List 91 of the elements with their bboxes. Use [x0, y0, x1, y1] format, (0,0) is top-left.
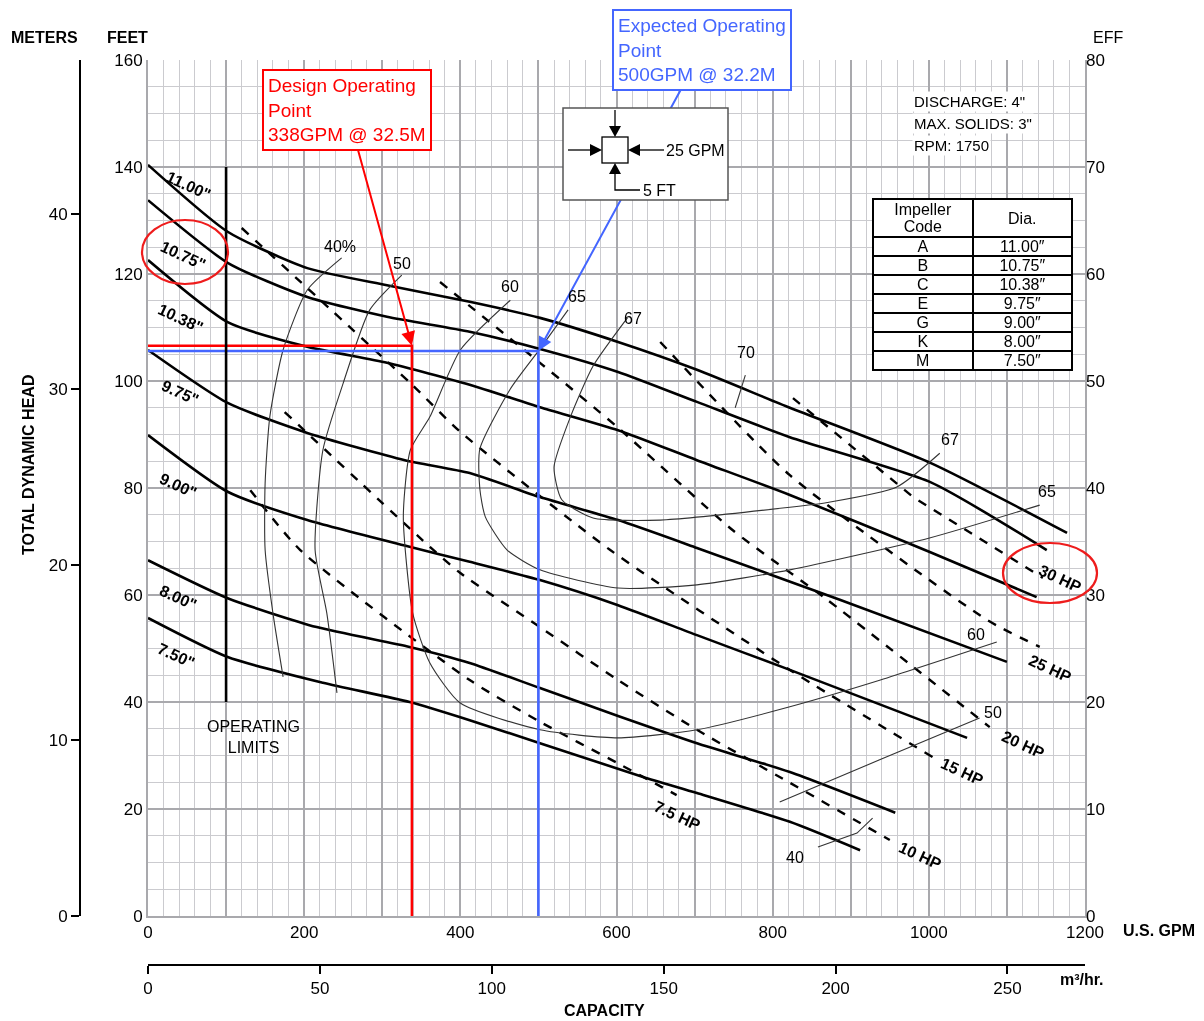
annotation: 10.38"	[155, 300, 206, 337]
y2-tick-label: 10	[1086, 799, 1105, 819]
y-axis-title: FEET	[107, 29, 149, 46]
annotation: 67	[941, 431, 959, 448]
annotation: 25 HP	[1026, 651, 1075, 686]
annotation: G	[873, 313, 973, 332]
annotation: 9.00"	[156, 469, 200, 502]
x-axis-title: U.S. GPM	[1123, 922, 1196, 939]
annotation: 40	[786, 849, 804, 866]
y-tick-label: 40	[123, 692, 143, 712]
annotation: 7.5 HP	[651, 797, 704, 834]
y2-axis-title: EFF	[1093, 29, 1124, 46]
y3-tick-label: 0	[58, 906, 68, 926]
y2-tick-label: 60	[1086, 264, 1105, 284]
y-tick-label: 80	[123, 478, 143, 498]
annotation: 10.38″	[972, 275, 1072, 294]
y2-tick-label: 0	[1086, 906, 1096, 926]
annotation: 11.00"	[163, 168, 214, 204]
line-series	[264, 257, 343, 678]
y2-tick-label: 20	[1086, 692, 1105, 712]
y3-tick-label: 10	[48, 731, 68, 751]
y-tick-label: 0	[133, 906, 143, 926]
annotation: 65	[568, 288, 586, 305]
annotation: 7.50"	[154, 639, 198, 672]
y2-tick-label: 70	[1086, 157, 1105, 177]
x-tick-label: 200	[289, 923, 319, 943]
annotation: 9.75"	[158, 376, 202, 409]
annotation: 9.75″	[972, 294, 1072, 313]
annotation: Dia.	[972, 199, 1072, 237]
annotation: 30 HP	[1036, 561, 1085, 596]
x-tick-label: 800	[758, 923, 787, 943]
annotation: 10.75"	[157, 237, 209, 274]
annotation: 7.50″	[972, 351, 1072, 370]
y-tick-label: 160	[114, 50, 143, 70]
x2-tick-label: 150	[649, 979, 678, 999]
annotation: 70	[737, 344, 755, 361]
annotation: 25 GPM	[666, 142, 725, 159]
annotation: M	[873, 351, 973, 370]
y2-tick-label: 40	[1086, 478, 1105, 498]
x2-tick-label: 100	[477, 979, 506, 999]
line-series	[478, 309, 1041, 589]
x2-tick-label: 200	[821, 979, 850, 999]
y3-tick-label: 40	[48, 204, 68, 224]
annotation: RPM: 1750	[914, 137, 990, 154]
annotation: 8.00"	[156, 581, 200, 614]
annotation: 5 FT	[643, 182, 677, 199]
annotation: 15 HP	[938, 754, 987, 789]
annotation: K	[873, 332, 973, 351]
annotation: MAX. SOLIDS: 3"	[914, 115, 1032, 132]
annotation: 50	[984, 704, 1002, 721]
annotation: 60	[501, 278, 519, 295]
text: CAPACITY	[564, 1002, 645, 1019]
annotation: B	[873, 256, 973, 275]
x-tick-label: 1200	[1066, 923, 1104, 943]
annotation: 67	[624, 310, 642, 327]
x-tick-label: 600	[602, 923, 631, 943]
y-tick-label: 20	[123, 799, 143, 819]
annotation: A	[873, 237, 973, 256]
y2-tick-label: 80	[1086, 50, 1105, 70]
annotation: 11.00″	[972, 237, 1072, 256]
x2-tick-label: 50	[310, 979, 330, 999]
text: TOTAL DYNAMIC HEAD	[20, 374, 37, 555]
annotation: 50	[393, 255, 411, 272]
x-tick-label: 400	[446, 923, 475, 943]
annotation: 10.75″	[972, 256, 1072, 275]
annotation: DISCHARGE: 4"	[914, 93, 1026, 110]
y-tick-label: 140	[114, 157, 143, 177]
y3-tick-label: 30	[48, 380, 68, 400]
annotation: 20 HP	[999, 727, 1048, 762]
y-tick-label: 100	[114, 371, 143, 391]
y-tick-label: 60	[123, 585, 143, 605]
x2-tick-label: 250	[993, 979, 1022, 999]
y2-tick-label: 50	[1086, 371, 1105, 391]
line-series	[314, 274, 403, 694]
annotation: 10 HP	[896, 838, 945, 873]
annotation: OPERATING LIMITS	[207, 718, 301, 756]
x-tick-label: 1000	[909, 923, 948, 943]
annotation: 65	[1038, 483, 1056, 500]
annotation: 9.00″	[972, 313, 1072, 332]
y-tick-label: 120	[114, 264, 143, 284]
annotation: 40%	[324, 238, 357, 255]
x2-axis-title: m³/hr.	[1060, 971, 1104, 988]
annotation: C	[873, 275, 973, 294]
annotation: Expected Operating Point 500GPM @ 32.2M	[618, 15, 786, 86]
annotation: 60	[967, 626, 985, 643]
annotation: Design Operating Point 338GPM @ 32.5M	[268, 75, 426, 146]
annotation: Impeller Code	[873, 199, 973, 237]
y3-tick-label: 20	[48, 555, 68, 575]
annotation: E	[873, 294, 973, 313]
annotation: 8.00″	[972, 332, 1072, 351]
y3-axis-title: METERS	[11, 29, 78, 46]
